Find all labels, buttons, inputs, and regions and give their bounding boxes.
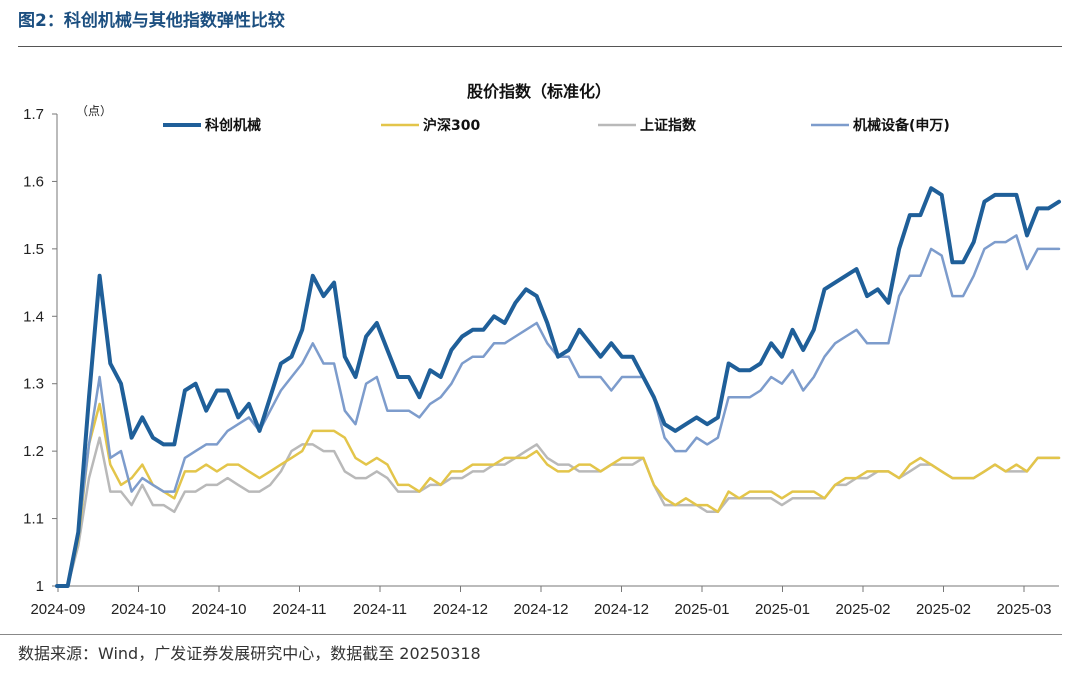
legend-label-1: 沪深300 <box>423 117 480 134</box>
y-tick-label: 1.5 <box>23 241 44 258</box>
series-line-0 <box>55 186 1061 588</box>
line-chart: 股价指数（标准化） （点） 1.7 1.6 1.5 1.4 1.3 1.2 1.1 1 2024… <box>23 82 1061 618</box>
footer-divider <box>0 634 1062 635</box>
chart-title: 股价指数（标准化） <box>467 82 611 101</box>
title-divider <box>18 46 1062 47</box>
x-tick-label: 2024-09 <box>30 601 85 618</box>
figure-title: 图2：科创机械与其他指数弹性比较 <box>18 11 285 31</box>
y-tick-label: 1.3 <box>23 376 44 393</box>
x-tick-label: 2024-11 <box>273 601 327 618</box>
x-tick-label: 2025-01 <box>674 601 729 618</box>
legend-label-2: 上证指数 <box>640 117 697 134</box>
y-tick-label: 1.7 <box>23 106 44 123</box>
x-tick-label: 2024-12 <box>433 601 488 618</box>
series-lines <box>55 186 1061 588</box>
x-tick-label: 2024-12 <box>513 601 568 618</box>
x-tick-label: 2024-10 <box>111 601 166 618</box>
legend-label-3: 机械设备(申万) <box>853 117 950 134</box>
y-tick-label: 1.2 <box>23 443 44 460</box>
x-tick-label: 2024-11 <box>353 601 407 618</box>
legend-label-0: 科创机械 <box>205 117 261 134</box>
y-tick-label: 1.1 <box>23 511 44 528</box>
source-note: 数据来源：Wind，广发证券发展研究中心，数据截至 20250318 <box>18 644 481 663</box>
series-line-2 <box>55 436 1061 588</box>
series-line-1 <box>55 402 1061 588</box>
y-tick-label: 1.6 <box>23 173 44 190</box>
x-tick-label: 2024-12 <box>594 601 649 618</box>
x-tick-label: 2025-03 <box>996 601 1051 618</box>
x-tick-label: 2024-10 <box>191 601 246 618</box>
legend: 科创机械 沪深300 上证指数 机械设备(申万) <box>163 117 950 134</box>
y-tick-label: 1 <box>36 578 44 595</box>
axes: 1.7 1.6 1.5 1.4 1.3 1.2 1.1 1 2024-09 2024-10 2024… <box>23 106 1059 618</box>
y-tick-label: 1.4 <box>23 308 44 325</box>
x-tick-label: 2025-02 <box>916 601 971 618</box>
x-tick-label: 2025-01 <box>755 601 810 618</box>
x-tick-label: 2025-02 <box>835 601 890 618</box>
y-unit-label: （点） <box>76 104 112 118</box>
